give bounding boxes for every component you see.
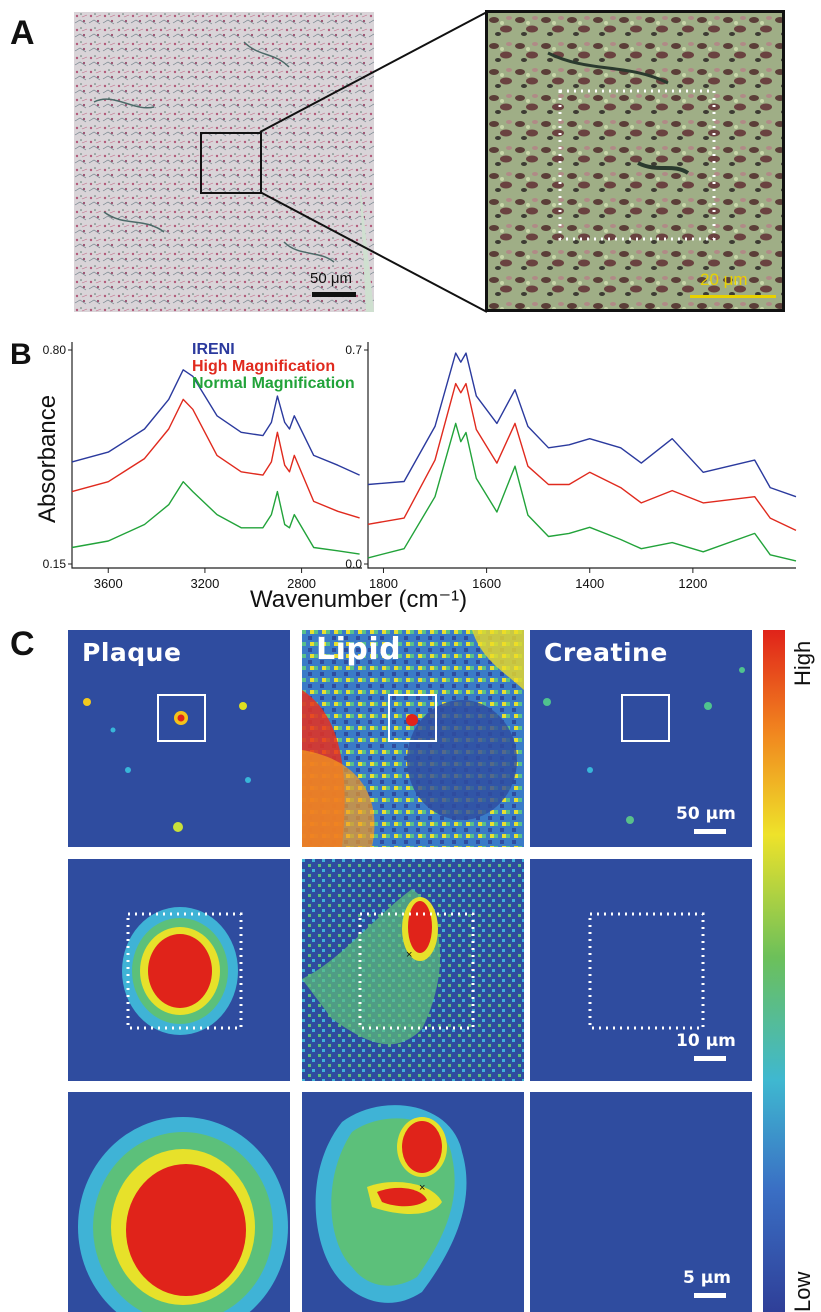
x-tick-label-1-1: 1600 <box>472 576 501 591</box>
x-tick-label-1-3: 1200 <box>678 576 707 591</box>
legend: IRENI High Magnification Normal Magnific… <box>192 341 355 392</box>
colorbar-low-label: Low <box>790 1271 815 1312</box>
lipid-detail-heatmap: × <box>302 1092 524 1312</box>
axis-frame-0 <box>71 342 362 569</box>
map-creatine-zoom: 10 μm <box>530 859 752 1081</box>
creatine-zoom-heatmap <box>530 859 752 1081</box>
tissue-overview-texture <box>74 12 374 312</box>
panel-a-letter: A <box>10 14 35 52</box>
map-lipid-zoom: × <box>302 859 524 1081</box>
y-tick-label-1-0: 0.0 <box>345 557 362 571</box>
scale-label-row3: 5 μm <box>683 1268 731 1288</box>
legend-ireni: IRENI <box>192 341 235 358</box>
panel-b-letter: B <box>10 338 32 371</box>
column-label-lipid: Lipid <box>316 632 402 667</box>
series-line-1-2 <box>367 422 797 562</box>
scale-bar-row3 <box>694 1293 726 1298</box>
x-tick-label-1-0: 1800 <box>369 576 398 591</box>
series-line-0-2 <box>71 481 360 555</box>
x-axis-label: Wavenumber (cm⁻¹) <box>250 585 467 614</box>
x-tick-label-0-1: 3200 <box>190 576 219 591</box>
axis-frame-1 <box>367 342 796 569</box>
map-plaque-overview: Plaque <box>68 630 290 847</box>
scale-label-row2: 10 μm <box>676 1031 736 1051</box>
scale-label-a-left: 50 μm <box>310 270 352 287</box>
spectra-chart: 3600 3200 2800 0.15 0.80 1800 1600 1400 1200 0.0 0… <box>43 342 797 591</box>
map-creatine-detail: 5 μm <box>530 1092 752 1312</box>
creatine-detail-heatmap <box>530 1092 752 1312</box>
legend-normal-magnification: Normal Magnification <box>192 375 355 392</box>
series-line-0-0 <box>71 369 360 476</box>
y-tick-label-0-0: 0.15 <box>43 557 67 571</box>
tissue-zoom-texture <box>488 13 782 309</box>
x-tick-label-0-0: 3600 <box>94 576 123 591</box>
scale-bar-a-right <box>690 295 776 298</box>
map-lipid-detail: × <box>302 1092 524 1312</box>
plaque-detail-heatmap <box>68 1092 290 1312</box>
lipid-zoom-heatmap: × <box>302 859 524 1081</box>
zoom-roi-dotted-box <box>558 89 716 241</box>
colorbar <box>763 630 785 1312</box>
y-tick-label-1-1: 0.7 <box>345 343 362 357</box>
svg-text:×: × <box>406 949 412 961</box>
x-tick-label-0-2: 2800 <box>287 576 316 591</box>
series-line-1-0 <box>367 352 797 498</box>
x-tick-label-1-2: 1400 <box>575 576 604 591</box>
zoom-connector-lines <box>259 11 488 313</box>
scale-bar-row1 <box>694 829 726 834</box>
scale-label-row1: 50 μm <box>676 804 736 824</box>
legend-high-magnification: High Magnification <box>192 358 336 375</box>
y-tick-label-0-1: 0.80 <box>43 343 67 357</box>
tissue-overview-image: 50 μm <box>74 12 374 312</box>
column-label-creatine: Creatine <box>544 638 668 667</box>
series-line-0-1 <box>71 398 360 519</box>
series-line-1-1 <box>367 382 797 532</box>
panel-c-letter: C <box>10 625 35 663</box>
scale-label-a-right: 20 μm <box>700 270 748 289</box>
lipid-overview-heatmap <box>302 630 524 847</box>
creatine-overview-heatmap <box>530 630 752 847</box>
column-label-plaque: Plaque <box>82 638 182 667</box>
plaque-overview-heatmap <box>68 630 290 847</box>
map-lipid-overview: Lipid <box>302 630 524 847</box>
selection-box <box>200 132 262 194</box>
svg-text:×: × <box>419 1182 425 1194</box>
map-plaque-detail <box>68 1092 290 1312</box>
x-axis-label-text: Wavenumber (cm⁻¹) <box>250 586 468 613</box>
tissue-zoom-image: 20 μm <box>485 10 785 312</box>
colorbar-high-label: High <box>790 640 815 686</box>
map-plaque-zoom <box>68 859 290 1081</box>
scale-bar-a-left <box>312 292 356 297</box>
scale-bar-row2 <box>694 1056 726 1061</box>
plaque-zoom-heatmap <box>68 859 290 1081</box>
map-creatine-overview: Creatine 50 μm <box>530 630 752 847</box>
